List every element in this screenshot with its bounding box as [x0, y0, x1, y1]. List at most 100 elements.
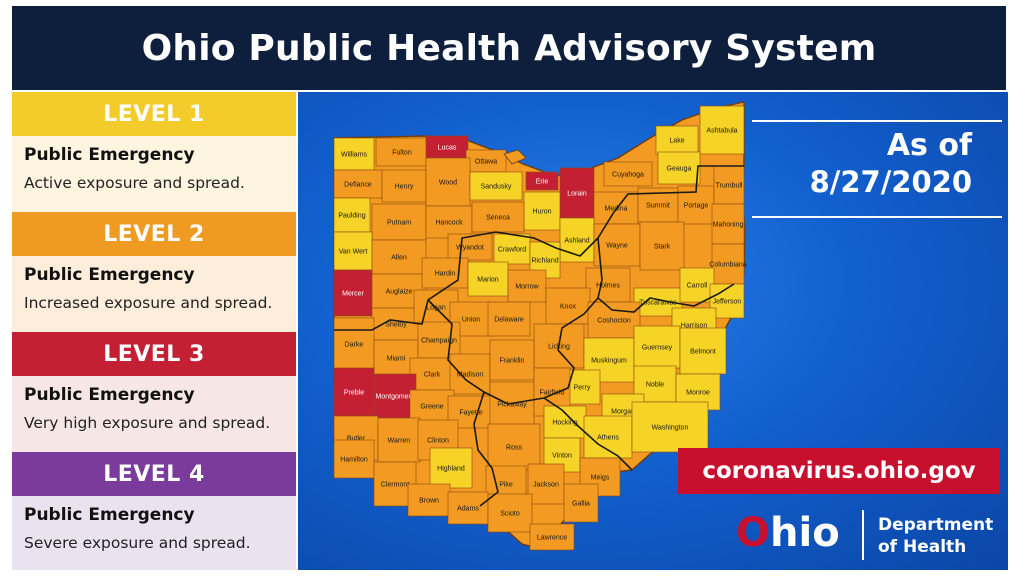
- county-label-knox: Knox: [560, 304, 576, 311]
- county-allen: [371, 239, 427, 275]
- county-label-putnam: Putnam: [387, 220, 411, 227]
- county-label-harrison: Harrison: [681, 323, 708, 330]
- county-label-ashtabula: Ashtabula: [706, 128, 737, 135]
- department-line-1: Department: [878, 515, 994, 535]
- county-label-erie: Erie: [536, 179, 549, 186]
- lake-erie-islands: [503, 149, 527, 165]
- as-of-date: 8/27/2020: [809, 165, 972, 199]
- county-ashtabula: [699, 105, 745, 155]
- county-wyandot: [447, 233, 493, 261]
- level-1-header: LEVEL 1: [12, 92, 296, 136]
- county-label-coshocton: Coshocton: [597, 318, 631, 325]
- county-label-cuyahoga: Cuyahoga: [612, 172, 644, 179]
- county-carroll: [679, 267, 715, 303]
- county-lawrence: [529, 523, 575, 551]
- county-coshocton: [587, 301, 641, 339]
- county-adams: [447, 491, 489, 525]
- county-lake: [655, 125, 699, 155]
- county-greene: [409, 389, 455, 423]
- county-label-williams: Williams: [341, 152, 368, 159]
- level-1-description: Active exposure and spread.: [24, 174, 245, 192]
- county-warren: [377, 417, 421, 463]
- county-label-warren: Warren: [388, 438, 411, 445]
- county-label-mahoning: Mahoning: [713, 222, 744, 229]
- county-williams: [333, 137, 375, 171]
- legend-level-4: LEVEL 4 Public Emergency Severe exposure…: [12, 452, 296, 570]
- county-franklin: [489, 339, 535, 381]
- as-of-box: As of 8/27/2020: [752, 120, 1002, 218]
- county-cuyahoga: [603, 161, 653, 187]
- level-legend: LEVEL 1 Public Emergency Active exposure…: [12, 92, 296, 570]
- county-label-huron: Huron: [532, 209, 551, 216]
- county-van-wert: [333, 231, 373, 271]
- county-washington: [631, 401, 709, 453]
- county-label-wood: Wood: [439, 180, 457, 187]
- county-clark: [409, 357, 455, 391]
- county-label-vinton: Vinton: [552, 453, 572, 460]
- level-3-description: Very high exposure and spread.: [24, 414, 271, 432]
- county-label-madison: Madison: [457, 372, 484, 379]
- as-of-label: As of: [886, 128, 972, 163]
- county-mercer: [333, 269, 373, 317]
- county-huron: [523, 191, 561, 231]
- county-label-seneca: Seneca: [486, 215, 510, 222]
- county-label-wyandot: Wyandot: [456, 245, 484, 252]
- level-1-body: Public Emergency Active exposure and spr…: [12, 136, 296, 212]
- county-label-trumbull: Trumbull: [716, 183, 743, 190]
- county-label-montgomery: Montgomery: [376, 394, 415, 401]
- website-url[interactable]: coronavirus.ohio.gov: [702, 458, 976, 484]
- region-boundary-south: [473, 391, 499, 507]
- ohio-wordmark-o: O: [736, 510, 771, 556]
- county-guernsey: [633, 325, 681, 369]
- county-label-franklin: Franklin: [500, 358, 525, 365]
- county-label-defiance: Defiance: [344, 182, 372, 189]
- county-label-holmes: Holmes: [596, 283, 620, 290]
- county-label-delaware: Delaware: [494, 317, 524, 324]
- ohio-county-map: Williams Fulton Lucas Ottawa Erie Lorain Cuyah…: [333, 101, 747, 551]
- county-label-henry: Henry: [395, 184, 414, 191]
- county-mahoning: [711, 203, 745, 245]
- county-madison: [449, 353, 491, 395]
- county-label-washington: Washington: [652, 425, 689, 432]
- county-label-clark: Clark: [424, 372, 441, 379]
- level-4-header: LEVEL 4: [12, 452, 296, 496]
- county-label-allen: Allen: [391, 255, 407, 262]
- county-label-lorain: Lorain: [567, 191, 587, 198]
- county-label-muskingum: Muskingum: [591, 358, 627, 365]
- county-label-columbiana: Columbiana: [709, 262, 746, 269]
- county-columbiana: [711, 243, 745, 285]
- county-geauga: [657, 151, 701, 185]
- county-label-jackson: Jackson: [533, 482, 559, 489]
- legend-level-1: LEVEL 1 Public Emergency Active exposure…: [12, 92, 296, 212]
- county-highland: [429, 447, 473, 489]
- county-label-marion: Marion: [477, 277, 499, 284]
- county-sandusky: [469, 171, 523, 201]
- county-paulding: [333, 197, 371, 233]
- county-label-gallia: Gallia: [572, 501, 590, 508]
- header-banner: Ohio Public Health Advisory System: [12, 6, 1006, 90]
- level-3-header: LEVEL 3: [12, 332, 296, 376]
- county-label-shelby: Shelby: [385, 322, 407, 329]
- county-label-fayette: Fayette: [459, 410, 482, 417]
- county-label-wayne: Wayne: [606, 243, 628, 250]
- county-label-greene: Greene: [420, 404, 443, 411]
- county-hamilton: [333, 439, 375, 479]
- county-scioto: [487, 493, 533, 533]
- county-label-ross: Ross: [506, 445, 522, 452]
- region-boundary-east: [597, 237, 735, 313]
- county-layer: Williams Fulton Lucas Ottawa Erie Lorain Cuyah…: [333, 105, 747, 551]
- website-link[interactable]: coronavirus.ohio.gov: [678, 448, 1000, 494]
- region-boundary-se: [543, 397, 633, 471]
- county-label-athens: Athens: [597, 435, 619, 442]
- county-darke: [333, 317, 375, 371]
- county-label-auglaize: Auglaize: [386, 289, 413, 296]
- county-hancock: [425, 205, 473, 239]
- county-henry: [381, 169, 427, 203]
- county-label-preble: Preble: [344, 390, 364, 397]
- level-2-header: LEVEL 2: [12, 212, 296, 256]
- county-label-hardin: Hardin: [435, 271, 456, 278]
- level-3-title: Public Emergency: [24, 385, 195, 405]
- county-label-hocking: Hocking: [552, 420, 577, 427]
- county-label-sandusky: Sandusky: [481, 184, 512, 191]
- county-seneca: [471, 201, 525, 233]
